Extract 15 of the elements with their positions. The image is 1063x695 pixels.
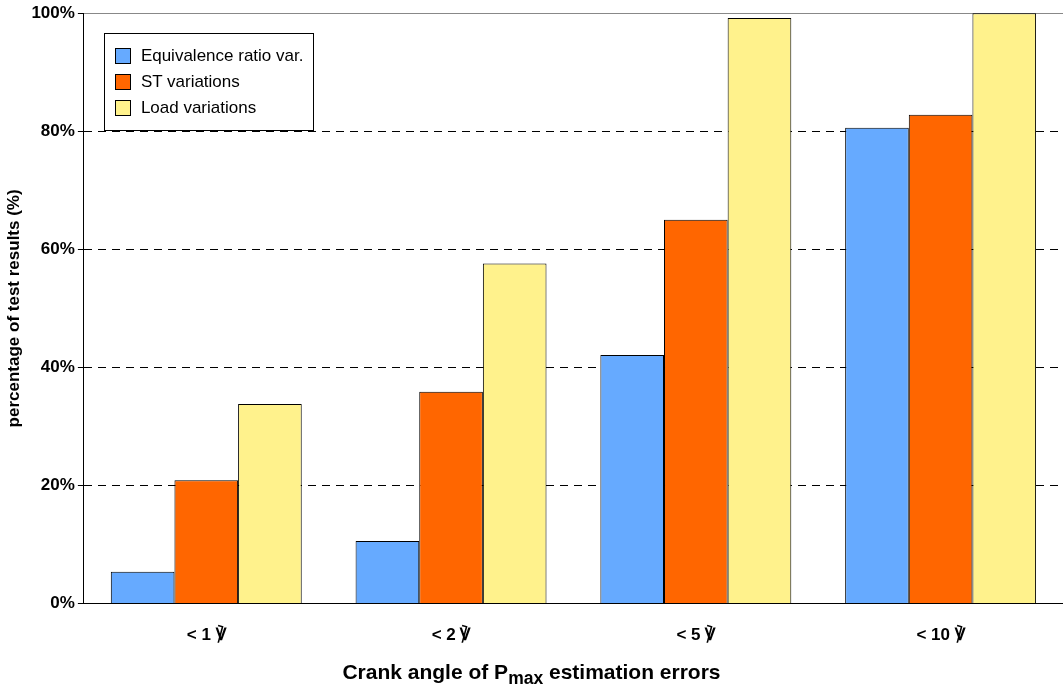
x-axis-title: Crank angle of P$_{max}$ estimation errors bbox=[341, 660, 722, 690]
x-tick-label: < 1 ℣ bbox=[186, 624, 227, 645]
y-axis-title: percentage of test results (%) bbox=[3, 189, 23, 428]
y-tick-label: 80% bbox=[40, 120, 75, 140]
y-tick-label: 20% bbox=[40, 475, 75, 495]
legend-label: Equivalence ratio var. bbox=[140, 46, 304, 67]
y-tick-label: 60% bbox=[40, 239, 75, 259]
x-tick-label: < 5 ℣ bbox=[676, 624, 717, 645]
x-tick-label: < 2 ℣ bbox=[431, 624, 472, 645]
y-tick-label: 0% bbox=[50, 593, 75, 613]
legend-label: ST variations bbox=[140, 72, 240, 93]
legend-label: Load variations bbox=[140, 98, 257, 119]
x-tick-label: < 10 ℣ bbox=[916, 624, 966, 645]
y-tick-label: 100% bbox=[31, 2, 75, 22]
y-tick-label: 40% bbox=[40, 357, 75, 377]
